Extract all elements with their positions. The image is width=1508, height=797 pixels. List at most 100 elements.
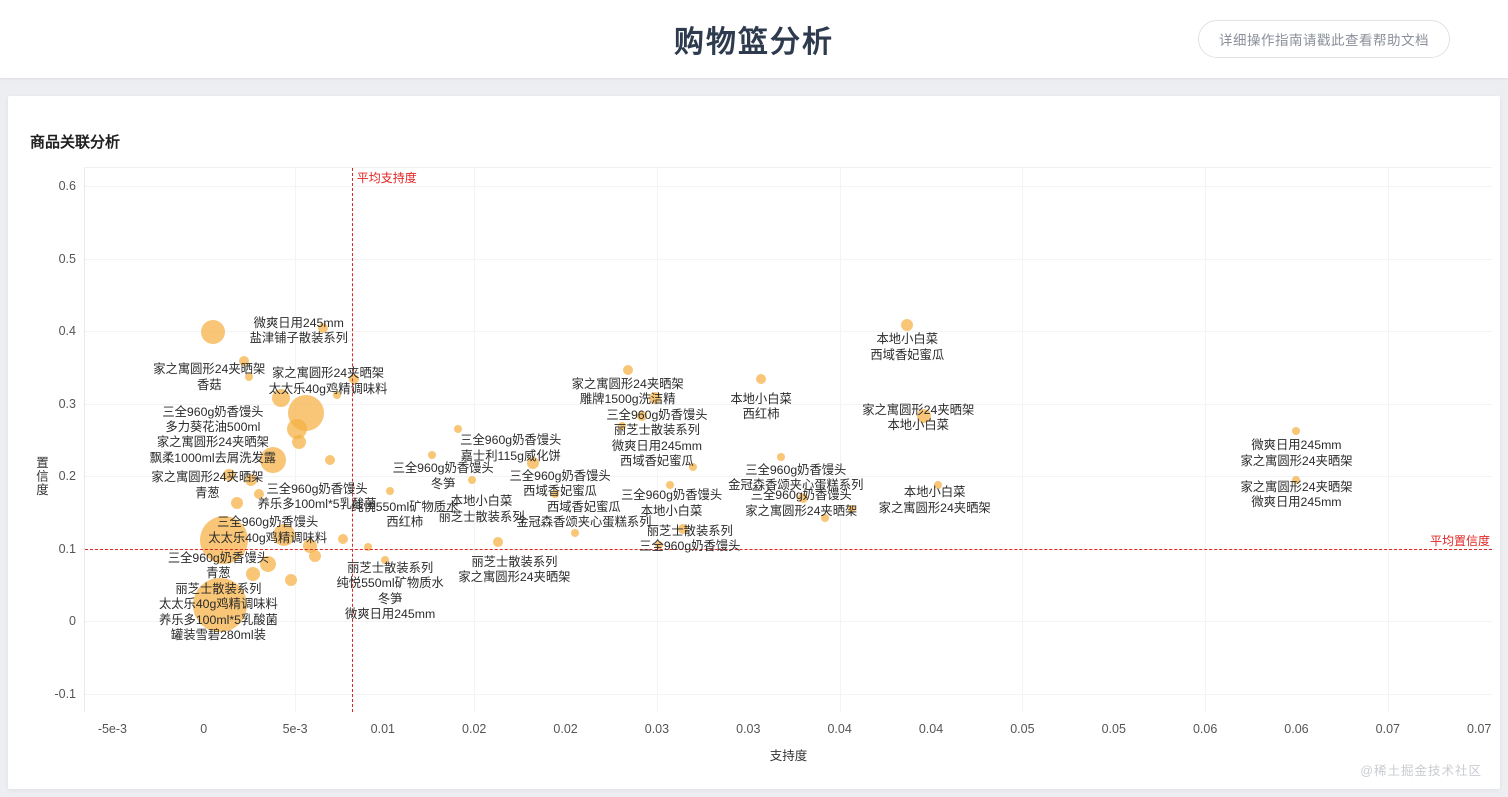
bubble-label: 三全960g奶香馒头 多力葵花油500ml bbox=[162, 404, 264, 435]
bubble-label: 纯悦550ml矿物质水 西红柿 bbox=[351, 499, 459, 530]
gridline-horizontal bbox=[85, 693, 1492, 695]
scatter-bubble[interactable] bbox=[570, 529, 579, 538]
scatter-bubble[interactable] bbox=[550, 490, 559, 499]
scatter-bubble[interactable] bbox=[238, 356, 249, 367]
scatter-bubble[interactable] bbox=[333, 391, 342, 400]
scatter-bubble[interactable] bbox=[193, 578, 248, 632]
scatter-bubble[interactable] bbox=[428, 450, 437, 459]
bubble-label: 家之寓圆形24夹晒架 微爽日用245mm bbox=[1240, 479, 1353, 510]
scatter-bubble[interactable] bbox=[798, 492, 809, 503]
scatter-bubble[interactable] bbox=[637, 410, 648, 421]
x-axis-tick: 0.07 bbox=[1375, 722, 1401, 736]
scatter-bubble[interactable] bbox=[271, 388, 290, 407]
page-title: 购物篮分析 bbox=[674, 26, 834, 59]
scatter-bubble[interactable] bbox=[309, 550, 322, 563]
bubble-label: 本地小白菜 家之寓圆形24夹晒架 bbox=[878, 485, 991, 515]
help-doc-button[interactable]: 详细操作指南请戳此查看帮助文档 bbox=[1198, 20, 1450, 58]
x-axis-tick: 0.04 bbox=[918, 722, 944, 736]
y-axis-tick: 0.2 bbox=[58, 469, 76, 484]
scatter-bubble[interactable] bbox=[901, 319, 914, 332]
average-support-label: 平均支持度 bbox=[356, 171, 417, 185]
x-axis-tick: 0.02 bbox=[553, 722, 578, 736]
scatter-bubble[interactable] bbox=[821, 513, 830, 522]
gridline-horizontal bbox=[85, 403, 1492, 405]
x-axis-tick: 0 bbox=[200, 722, 208, 736]
x-axis-label: 支持度 bbox=[769, 749, 808, 763]
scatter-bubble[interactable] bbox=[1292, 426, 1301, 435]
association-scatter-chart: 置信度 支持度 0.6 0.5 0.4 0.3 0.2 0.1 0 -0.1 -5e-3 0 5e-… bbox=[8, 96, 1500, 789]
scatter-bubble[interactable] bbox=[677, 523, 688, 534]
x-axis-tick: 0.04 bbox=[827, 722, 852, 736]
scatter-bubble[interactable] bbox=[273, 524, 296, 547]
x-axis-tick: 0.01 bbox=[370, 722, 396, 736]
gridline-horizontal bbox=[85, 331, 1492, 333]
scatter-bubble[interactable] bbox=[916, 408, 931, 423]
scatter-bubble[interactable] bbox=[848, 505, 857, 514]
scatter-bubble[interactable] bbox=[380, 556, 389, 565]
scatter-bubble[interactable] bbox=[259, 555, 276, 572]
scatter-bubble[interactable] bbox=[386, 487, 395, 496]
scatter-bubble[interactable] bbox=[337, 534, 348, 544]
y-axis-tick: -0.1 bbox=[54, 686, 76, 701]
scatter-bubble[interactable] bbox=[649, 392, 662, 405]
scatter-bubble[interactable] bbox=[291, 434, 306, 449]
scatter-bubble[interactable] bbox=[934, 481, 943, 490]
gridline-horizontal bbox=[85, 476, 1492, 478]
scatter-bubble[interactable] bbox=[689, 463, 698, 472]
scatter-bubble[interactable] bbox=[200, 320, 225, 345]
average-confidence-label: 平均置信度 bbox=[1429, 533, 1490, 548]
gridline-horizontal bbox=[85, 258, 1492, 260]
scatter-bubble[interactable] bbox=[245, 474, 258, 487]
scatter-bubble[interactable] bbox=[453, 424, 462, 433]
card-title: 商品关联分析 bbox=[30, 134, 121, 151]
bubble-label: 三全960g奶香馒头 金冠森香颂夹心蛋糕系列 bbox=[728, 462, 864, 493]
scatter-bubble[interactable] bbox=[492, 536, 503, 547]
y-axis-tick: 0.5 bbox=[58, 251, 76, 266]
scatter-bubble[interactable] bbox=[364, 542, 373, 551]
scatter-bubble[interactable] bbox=[253, 489, 264, 500]
bubble-label: 丽芝士散装系列 三全960g奶香馒头 bbox=[639, 523, 741, 554]
gridline-horizontal bbox=[85, 186, 1492, 188]
scatter-bubble[interactable] bbox=[317, 322, 328, 333]
scatter-bubble[interactable] bbox=[777, 453, 786, 462]
y-axis-tick: 0.1 bbox=[58, 541, 76, 556]
scatter-bubble[interactable] bbox=[756, 373, 767, 384]
scatter-bubble[interactable] bbox=[526, 456, 539, 469]
gridline-vertical bbox=[474, 168, 476, 712]
bubble-label: 本地小白菜 西红柿 bbox=[730, 391, 792, 422]
scatter-bubble[interactable] bbox=[230, 497, 243, 510]
y-axis-tick: 0.6 bbox=[58, 179, 76, 194]
plot-area: 支持度 0.6 0.5 0.4 0.3 0.2 0.1 0 -0.1 -5e-3 0 5e-3 0.0… bbox=[54, 167, 1492, 763]
scatter-bubble[interactable] bbox=[665, 481, 674, 490]
y-axis-tick: 0.3 bbox=[58, 396, 76, 411]
x-axis-tick: 0.07 bbox=[1467, 722, 1492, 736]
page-header: 购物篮分析 详细操作指南请戳此查看帮助文档 bbox=[0, 0, 1508, 78]
bubble-label: 微爽日用245mm 家之寓圆形24夹晒架 bbox=[1240, 438, 1353, 468]
average-confidence-reference-line bbox=[85, 548, 1492, 550]
y-axis-label: 置信度 bbox=[34, 456, 48, 497]
bubble-label: 三全960g奶香馒头 养乐多100ml*5乳酸菌 bbox=[257, 481, 377, 512]
gridline-vertical bbox=[656, 168, 658, 712]
scatter-bubble[interactable] bbox=[622, 365, 633, 375]
gridline-vertical bbox=[1022, 168, 1024, 712]
y-axis-tick: 0.4 bbox=[58, 324, 76, 339]
scatter-bubble[interactable] bbox=[324, 454, 335, 465]
x-axis-tick: 0.03 bbox=[644, 722, 670, 736]
scatter-bubble[interactable] bbox=[654, 540, 663, 549]
scatter-bubble[interactable] bbox=[618, 421, 627, 430]
x-axis-tick: 0.06 bbox=[1192, 722, 1218, 736]
average-support-reference-line bbox=[351, 168, 353, 712]
scatter-bubble[interactable] bbox=[348, 373, 359, 384]
scatter-bubble[interactable] bbox=[199, 515, 248, 564]
x-axis-tick: -5e-3 bbox=[97, 722, 127, 736]
scatter-bubble[interactable] bbox=[468, 476, 477, 485]
scatter-bubble[interactable] bbox=[223, 469, 236, 482]
scatter-bubble[interactable] bbox=[1292, 475, 1301, 484]
scatter-bubble[interactable] bbox=[246, 566, 261, 581]
scatter-bubble[interactable] bbox=[286, 418, 307, 439]
watermark: @稀土掘金技术社区 bbox=[1360, 764, 1482, 778]
scatter-bubble[interactable] bbox=[245, 372, 254, 381]
scatter-bubble[interactable] bbox=[260, 446, 287, 473]
scatter-bubble[interactable] bbox=[285, 573, 298, 586]
